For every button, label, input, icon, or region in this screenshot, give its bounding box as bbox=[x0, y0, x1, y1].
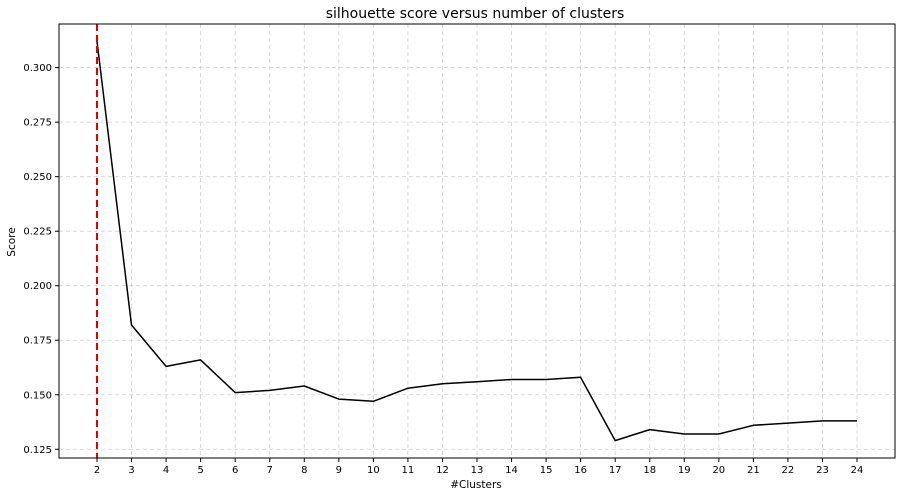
y-tick-label: 0.125 bbox=[23, 445, 52, 456]
plot-area bbox=[96, 24, 858, 458]
x-tick-label: 24 bbox=[851, 465, 864, 476]
x-axis: 2 3 4 5 6 7 8 9 10 11 12 13 14 15 16 17 18 19 20 21 22 23 24 bbox=[94, 458, 864, 476]
x-tick-label: 23 bbox=[816, 465, 829, 476]
x-tick-label: 16 bbox=[574, 465, 587, 476]
x-tick-label: 6 bbox=[232, 465, 238, 476]
x-tick-label: 4 bbox=[163, 465, 169, 476]
chart-title: silhouette score versus number of cluste… bbox=[326, 6, 625, 22]
x-tick-label: 12 bbox=[436, 465, 449, 476]
y-axis-label: Score bbox=[6, 227, 18, 256]
y-axis: 0.125 0.150 0.175 0.200 0.225 0.250 0.275 0.300 bbox=[23, 63, 59, 456]
y-tick-label: 0.300 bbox=[23, 63, 52, 74]
plot-frame bbox=[58, 23, 896, 459]
x-tick-label: 7 bbox=[267, 465, 273, 476]
x-tick-label: 8 bbox=[301, 465, 307, 476]
x-tick-label: 14 bbox=[505, 465, 518, 476]
y-tick-label: 0.175 bbox=[23, 336, 52, 347]
x-tick-label: 20 bbox=[712, 465, 725, 476]
y-tick-label: 0.275 bbox=[23, 118, 52, 129]
y-tick-label: 0.225 bbox=[23, 227, 52, 238]
x-tick-label: 18 bbox=[643, 465, 656, 476]
x-tick-label: 9 bbox=[336, 465, 342, 476]
y-tick-label: 0.200 bbox=[23, 281, 52, 292]
x-tick-label: 13 bbox=[471, 465, 484, 476]
x-tick-label: 5 bbox=[197, 465, 203, 476]
x-tick-label: 10 bbox=[367, 465, 380, 476]
x-tick-label: 15 bbox=[540, 465, 553, 476]
x-tick-label: 17 bbox=[609, 465, 622, 476]
x-tick-label: 22 bbox=[782, 465, 795, 476]
x-tick-label: 21 bbox=[747, 465, 760, 476]
x-tick-label: 3 bbox=[128, 465, 134, 476]
y-tick-label: 0.150 bbox=[23, 390, 52, 401]
grid bbox=[59, 24, 895, 458]
x-tick-label: 11 bbox=[402, 465, 415, 476]
x-axis-label: #Clusters bbox=[450, 479, 502, 491]
y-tick-label: 0.250 bbox=[23, 172, 52, 183]
x-tick-label: 2 bbox=[94, 465, 100, 476]
x-tick-label: 19 bbox=[678, 465, 691, 476]
series-line-0 bbox=[96, 41, 857, 442]
